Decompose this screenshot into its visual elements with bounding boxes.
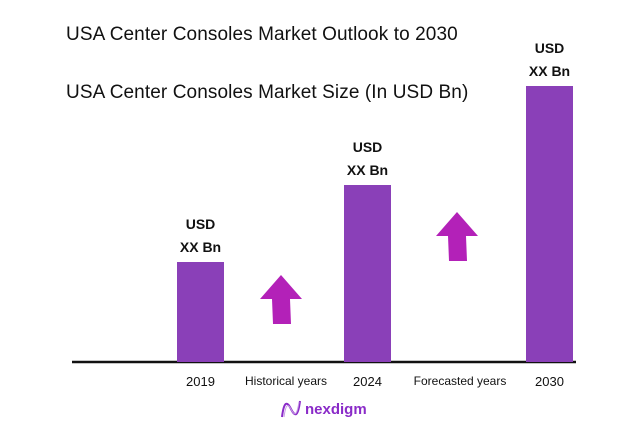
nexdigm-logo: nexdigm [280, 399, 367, 419]
growth-arrow-icon [260, 275, 302, 324]
x-tick-label: 2030 [535, 374, 564, 389]
bar-2024 [344, 185, 391, 362]
data-label-line2: XX Bn [180, 239, 221, 255]
period-label-historical: Historical years [245, 374, 327, 388]
data-label-line2: XX Bn [529, 63, 570, 79]
chart-subtitle: USA Center Consoles Market Size (In USD … [66, 82, 469, 103]
growth-arrow-icon [436, 212, 478, 261]
nexdigm-logo-icon [281, 400, 301, 418]
chart-title: USA Center Consoles Market Outlook to 20… [66, 24, 458, 45]
data-label-line1: USD [535, 40, 565, 56]
period-label-forecasted: Forecasted years [414, 374, 507, 388]
data-label-line2: XX Bn [347, 162, 388, 178]
bar-2030 [526, 86, 573, 362]
data-label-line1: USD [186, 216, 216, 232]
bar-2019 [177, 262, 224, 362]
data-label-line1: USD [353, 139, 383, 155]
x-tick-label: 2019 [186, 374, 215, 389]
brand-name: nexdigm [305, 400, 367, 418]
x-tick-label: 2024 [353, 374, 382, 389]
